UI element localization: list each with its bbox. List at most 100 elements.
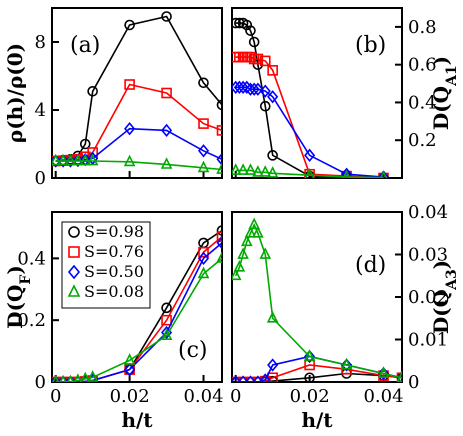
data-point-triangle (232, 268, 242, 281)
x-tick-label: 0 (230, 386, 241, 407)
y-tick-label: 0.2 (17, 310, 46, 331)
data-point-circle (161, 11, 172, 22)
x-tick-label: 0.04 (183, 386, 223, 407)
y-tick-label: 0.04 (408, 202, 448, 223)
series-line (235, 86, 384, 178)
data-point-triangle (340, 357, 353, 370)
y-tick-label: 0.2 (408, 130, 437, 151)
data-point-triangle (57, 153, 69, 166)
series-S=0.08 (232, 163, 388, 178)
data-point-diamond (233, 80, 245, 94)
panel-label: (d) (355, 253, 386, 278)
data-point-diamond (232, 375, 242, 382)
y-axis-label-main: D(Q (3, 285, 27, 329)
data-point-circle (248, 36, 260, 48)
x-axis-label: h/t (301, 408, 333, 432)
data-point-square (245, 51, 256, 63)
y-axis-label-end: ) (3, 265, 27, 274)
legend-label: S=0.76 (84, 242, 144, 261)
data-point-triangle (216, 251, 222, 263)
data-point-triangle (259, 247, 272, 259)
data-point-triangle (72, 153, 84, 166)
data-point-triangle (73, 373, 83, 382)
y-axis-label-sub: F (18, 275, 34, 285)
series-line (234, 222, 402, 379)
data-point-triangle (59, 374, 67, 382)
series-S=0.50 (232, 80, 390, 178)
y-axis-label: D(QA1) (429, 56, 460, 130)
data-point-square (198, 118, 209, 129)
data-point-triangle (160, 328, 173, 341)
y-tick-label: 0.6 (408, 55, 437, 76)
data-point-triangle (160, 157, 173, 169)
data-point-triangle (259, 165, 272, 177)
series-line (55, 83, 222, 162)
data-point-triangle (304, 167, 315, 178)
data-point-square (216, 125, 222, 136)
y-axis-label: ρ(h)/ρ(0) (3, 43, 27, 143)
y-axis-label: D(QA3) (429, 260, 460, 334)
data-point-triangle (123, 154, 136, 167)
data-point-triangle (67, 284, 81, 297)
data-point-diamond (197, 144, 210, 158)
data-point-diamond (377, 366, 390, 381)
y-tick-label: 0.4 (408, 92, 437, 113)
x-tick-label: 0 (50, 386, 61, 407)
x-tick-label: 0.02 (290, 386, 330, 407)
data-point-diamond (232, 80, 242, 94)
data-point-diamond (124, 122, 136, 136)
data-point-triangle (342, 169, 351, 178)
y-tick-label: 0.02 (408, 287, 448, 308)
legend: S=0.98S=0.76S=0.50S=0.08 (61, 221, 151, 309)
panel-d: 00.010.020.030.040 0.02 0.04h/tD(QA3)(d) (230, 202, 460, 432)
data-point-diamond (341, 358, 353, 372)
y-axis-label-end: ) (429, 56, 453, 65)
data-point-square (161, 314, 172, 326)
y-axis-label-main: D(Q (429, 290, 453, 334)
data-point-circle (161, 302, 172, 314)
data-point-triangle (52, 374, 60, 382)
data-point-triangle (377, 366, 390, 378)
panel-a: 0 4 8 ρ(h)/ρ(0) (a) (3, 7, 223, 189)
y-axis-label-main: D(Q (429, 86, 453, 130)
data-point-diamond (64, 154, 77, 168)
data-point-circle (259, 100, 271, 112)
data-point-circle (304, 372, 315, 382)
data-point-square (259, 55, 271, 67)
series-S=0.08 (52, 251, 222, 382)
data-point-diamond (377, 170, 390, 178)
data-point-diamond (64, 375, 77, 382)
data-point-circle (198, 77, 209, 89)
y-tick-label: 0.4 (17, 248, 46, 269)
y-axis-label-sub: A3 (444, 269, 460, 291)
plot-frame (51, 211, 223, 383)
data-point-triangle (123, 353, 136, 365)
data-point-circle (234, 17, 245, 29)
y-tick-label: 4 (35, 100, 46, 121)
y-tick-label: 0.01 (408, 330, 448, 351)
data-point-triangle (197, 160, 210, 173)
legend-label: S=0.08 (84, 282, 144, 301)
plot-frame (51, 7, 223, 179)
y-tick-label: 0 (408, 372, 419, 393)
data-point-triangle (379, 170, 388, 178)
data-point-diamond (52, 154, 62, 168)
data-point-diamond (67, 264, 81, 280)
data-point-triangle (52, 153, 62, 166)
series-S=0.76 (232, 51, 389, 178)
data-point-diamond (396, 371, 402, 382)
data-point-triangle (396, 370, 402, 382)
data-point-triangle (216, 162, 222, 174)
data-point-circle (216, 99, 222, 111)
panel-label: (a) (70, 33, 100, 58)
data-point-triangle (252, 226, 264, 238)
data-point-diamond (259, 84, 271, 98)
series-line (55, 160, 222, 171)
panel-label: (b) (355, 33, 386, 58)
data-point-triangle (197, 266, 210, 279)
data-point-diamond (237, 80, 249, 94)
panel-b: 0.2 0.4 0.6 0.8 D(QA1) (b) (231, 7, 460, 179)
data-point-diamond (57, 375, 69, 382)
data-point-square (216, 231, 222, 243)
